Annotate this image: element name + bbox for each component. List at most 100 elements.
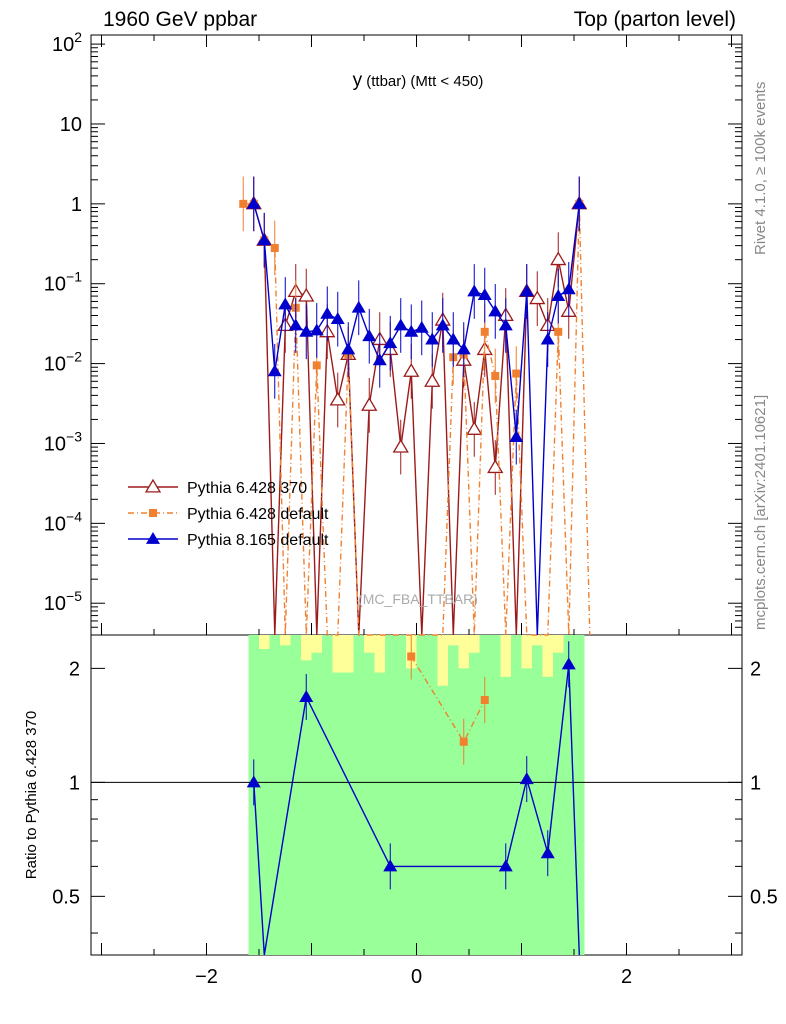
data-point bbox=[540, 332, 555, 345]
data-point bbox=[404, 324, 419, 337]
ratio-point bbox=[459, 737, 468, 746]
legend-entry: Pythia 8.165 default bbox=[128, 532, 329, 549]
series-2 bbox=[246, 176, 587, 636]
y-tick-label: 10−3 bbox=[44, 428, 82, 455]
green-band-bin bbox=[290, 635, 301, 955]
green-band-bin bbox=[269, 635, 280, 955]
green-band-bin bbox=[469, 652, 480, 955]
y-tick-label: 10−1 bbox=[44, 269, 82, 296]
data-point bbox=[425, 332, 440, 345]
header-right: Top (parton level) bbox=[573, 8, 736, 31]
ratio-point bbox=[540, 846, 555, 859]
data-point bbox=[477, 288, 492, 301]
green-band-bin bbox=[458, 668, 469, 955]
data-point bbox=[551, 289, 566, 301]
data-point bbox=[270, 244, 279, 253]
header-left: 1960 GeV ppbar bbox=[103, 8, 258, 31]
legend-label: Pythia 6.428 default bbox=[187, 506, 329, 523]
green-band-bin bbox=[416, 635, 427, 955]
green-band-bin bbox=[364, 652, 375, 955]
legend-entry: Pythia 6.428 default bbox=[128, 506, 329, 523]
data-point bbox=[383, 336, 398, 349]
x-tick-label: −2 bbox=[195, 966, 218, 988]
data-point bbox=[267, 364, 282, 377]
series-line bbox=[253, 203, 580, 636]
main-title-rest: (ttbar) (Mtt < 450) bbox=[362, 73, 483, 90]
y-tick-label: 10−4 bbox=[44, 508, 82, 535]
green-band-bin bbox=[353, 635, 364, 955]
x-tick-label: 0 bbox=[411, 966, 422, 988]
data-point bbox=[372, 353, 387, 366]
green-band-bin bbox=[521, 668, 532, 955]
data-point bbox=[309, 323, 324, 336]
green-band-bin bbox=[259, 649, 270, 955]
green-band-bin bbox=[406, 668, 417, 955]
legend-marker bbox=[144, 478, 162, 493]
green-band-bin bbox=[437, 685, 448, 955]
main-title: y (ttbar) (Mtt < 450) bbox=[353, 70, 484, 91]
green-band-bin bbox=[395, 635, 406, 955]
legend-marker bbox=[149, 509, 157, 517]
green-band-bin bbox=[574, 635, 585, 955]
green-band-bin bbox=[332, 672, 343, 955]
ratio-y-tick-label: 1 bbox=[69, 772, 80, 794]
data-point bbox=[561, 282, 576, 295]
data-point bbox=[480, 327, 489, 336]
series-line bbox=[253, 203, 580, 636]
green-band-bin bbox=[343, 672, 354, 955]
series-line bbox=[243, 203, 591, 636]
ratio-y-tick-label: 2 bbox=[69, 658, 80, 680]
data-point bbox=[414, 320, 429, 333]
green-band-bin bbox=[500, 676, 511, 955]
data-point bbox=[351, 300, 366, 313]
ratio-y-tick-label: 0.5 bbox=[52, 886, 80, 908]
series-1 bbox=[239, 176, 591, 636]
data-point bbox=[456, 342, 471, 355]
ratio-ylabel: Ratio to Pythia 6.428 370 bbox=[23, 711, 40, 879]
ratio-point bbox=[246, 775, 261, 788]
ratio-point bbox=[498, 859, 513, 872]
ratio-series-0 bbox=[407, 635, 489, 765]
green-band-bin bbox=[301, 660, 312, 955]
legend-label: Pythia 6.428 370 bbox=[187, 480, 307, 497]
data-point bbox=[299, 324, 314, 337]
y-tick-label: 1 bbox=[71, 194, 82, 216]
y-tick-label: 10 bbox=[60, 114, 82, 136]
data-point bbox=[329, 391, 346, 406]
green-band-bin bbox=[490, 635, 501, 955]
data-point bbox=[341, 342, 356, 355]
data-point bbox=[467, 284, 482, 297]
data-point bbox=[509, 430, 524, 443]
data-point bbox=[424, 373, 441, 387]
green-band-bin bbox=[311, 652, 322, 955]
data-point bbox=[487, 459, 504, 474]
data-point bbox=[529, 290, 546, 305]
legend-entry: Pythia 6.428 370 bbox=[128, 478, 307, 497]
legend-label: Pythia 8.165 default bbox=[187, 532, 329, 549]
green-band-bin bbox=[532, 645, 543, 955]
data-point bbox=[239, 199, 248, 208]
data-point bbox=[498, 318, 513, 331]
green-band-bin bbox=[374, 672, 385, 955]
data-point bbox=[298, 287, 315, 302]
watermark: (MC_FBA_TTBAR) bbox=[358, 591, 478, 607]
x-tick-label: 2 bbox=[621, 966, 632, 988]
ratio-y-tick-label-right: 1 bbox=[750, 772, 761, 794]
data-point bbox=[320, 306, 335, 319]
data-point bbox=[393, 318, 408, 331]
ratio-point bbox=[519, 772, 534, 785]
data-point bbox=[246, 196, 261, 209]
y-tick-label: 10−5 bbox=[44, 588, 82, 615]
data-point bbox=[550, 251, 567, 266]
green-band-bin bbox=[563, 635, 574, 955]
data-point bbox=[466, 421, 483, 435]
data-point bbox=[362, 329, 377, 342]
data-point bbox=[361, 397, 378, 411]
data-point bbox=[312, 361, 321, 370]
green-band-bin bbox=[542, 676, 553, 955]
ratio-y-tick-label-right: 2 bbox=[750, 658, 761, 680]
data-point bbox=[488, 304, 503, 317]
y-tick-label: 10−2 bbox=[44, 349, 82, 376]
